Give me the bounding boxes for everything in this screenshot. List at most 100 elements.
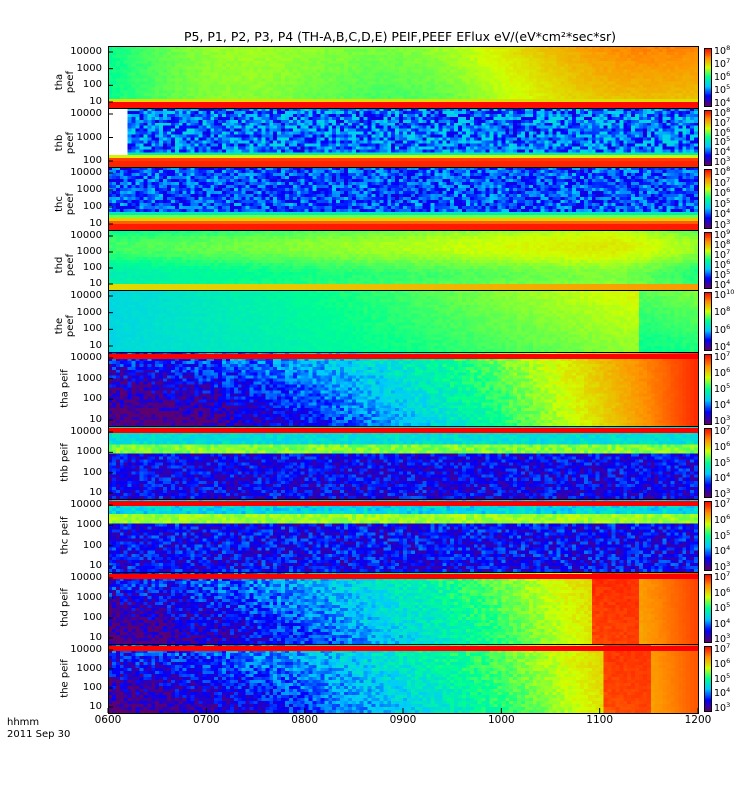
y-tick-label: 100 (82, 323, 102, 335)
y-tick-label: 10000 (70, 426, 102, 437)
colorbar-tick-label: 1010 (714, 288, 735, 301)
colorbar-tick-label: 104 (714, 686, 731, 700)
y-tick-label: 100 (82, 466, 102, 478)
colorbar-tick-label: 108 (714, 44, 731, 57)
colorbar-tick-label: 107 (714, 424, 731, 437)
y-tick-label: 100 (82, 682, 102, 693)
x-axis-date-label: 2011 Sep 30 (7, 729, 71, 740)
y-tick-label: 100 (82, 262, 102, 273)
colorbar-tick-label: 104 (714, 340, 731, 353)
y-tick-label: 10000 (70, 108, 102, 119)
colorbar (704, 501, 711, 570)
x-tick-label: 0900 (389, 714, 417, 726)
colorbar-tick-label: 103 (714, 560, 731, 573)
panel-frame (704, 646, 712, 712)
colorbar-tick-label: 103 (714, 155, 731, 168)
y-tick-label: 1000 (76, 446, 102, 458)
panel-frame (108, 572, 699, 645)
colorbar-tick-label: 106 (714, 70, 731, 83)
colorbar-tick-label: 106 (714, 366, 731, 379)
heatmap-panel (108, 352, 698, 426)
colorbar (704, 646, 711, 711)
heatmap-panel (108, 290, 698, 352)
y-tick-label: 10000 (70, 352, 102, 363)
colorbar (704, 110, 711, 165)
colorbar (704, 354, 711, 424)
colorbar-tick-label: 106 (714, 439, 731, 453)
colorbar-tick-label: 103 (714, 632, 731, 645)
quality-flag-bar (108, 354, 698, 359)
y-tick-label: 10 (89, 96, 102, 107)
panel-frame (108, 352, 699, 427)
colorbar-tick-label: 105 (714, 455, 731, 469)
panel-frame (108, 167, 699, 231)
colorbar (704, 232, 711, 288)
colorbar-tick-label: 104 (714, 471, 731, 485)
panel-frame (704, 110, 712, 166)
heatmap-panel (108, 572, 698, 644)
y-tick-label: 100 (82, 612, 102, 623)
colorbar-tick-label: 108 (714, 238, 731, 251)
colorbar-tick-label: 107 (714, 115, 731, 129)
heatmap-panel (108, 499, 698, 572)
panel-frame (704, 232, 712, 289)
colorbar-tick-label: 105 (714, 268, 731, 281)
x-axis-unit-label: hhmm (7, 717, 40, 728)
colorbar-tick-label: 108 (714, 305, 731, 319)
panel-frame (108, 499, 699, 573)
y-tick-label: 10 (89, 487, 102, 498)
x-tick-label: 1000 (487, 714, 515, 726)
colorbar (704, 292, 711, 350)
heatmap-panel (108, 426, 698, 499)
heatmap-panel (108, 644, 698, 713)
colorbar-tick-label: 107 (714, 57, 731, 70)
panel-frame (704, 574, 712, 643)
y-tick-label: 100 (82, 201, 102, 212)
colorbar-tick-label: 106 (714, 322, 731, 336)
panel-frame (704, 428, 712, 498)
colorbar-tick-label: 107 (714, 642, 731, 655)
y-tick-label: 10 (89, 632, 102, 643)
y-tick-label: 10 (89, 278, 102, 289)
colorbar-tick-label: 104 (714, 145, 731, 159)
x-tick-label: 0800 (291, 714, 319, 726)
y-tick-label: 10000 (70, 644, 102, 655)
panel-frame (704, 48, 712, 107)
colorbar-tick-label: 108 (714, 106, 731, 119)
y-tick-label: 10 (89, 701, 102, 712)
y-tick-label: 1000 (76, 131, 102, 143)
y-tick-label: 100 (82, 539, 102, 551)
colorbar-tick-label: 105 (714, 382, 731, 395)
y-tick-label: 10000 (70, 46, 102, 57)
colorbar-tick-label: 106 (714, 512, 731, 526)
y-tick-label: 10000 (70, 572, 102, 583)
y-tick-label: 10000 (70, 167, 102, 178)
colorbar-tick-label: 106 (714, 125, 731, 139)
y-tick-label: 10 (89, 218, 102, 229)
colorbar (704, 48, 711, 106)
colorbar-tick-label: 105 (714, 196, 731, 210)
y-tick-label: 1000 (76, 246, 102, 257)
x-tick-label: 1100 (586, 714, 614, 726)
y-tick-label: 10000 (70, 499, 102, 510)
panel-frame (108, 426, 699, 500)
colorbar-tick-label: 104 (714, 207, 731, 221)
y-tick-label: 100 (82, 79, 102, 91)
y-tick-label: 1000 (76, 519, 102, 531)
y-tick-label: 10000 (70, 290, 102, 301)
heatmap-panel (108, 46, 698, 108)
colorbar-tick-label: 106 (714, 656, 731, 670)
colorbar (704, 169, 711, 228)
x-tick-label: 0600 (94, 714, 122, 726)
heatmap-panel (108, 230, 698, 290)
colorbar-tick-label: 109 (714, 228, 731, 241)
panel-frame (108, 108, 699, 168)
panel-frame (704, 501, 712, 571)
y-tick-label: 1000 (76, 62, 102, 74)
colorbar-tick-label: 107 (714, 350, 731, 363)
colorbar-tick-label: 104 (714, 544, 731, 558)
y-tick-label: 100 (82, 393, 102, 405)
panel-frame (704, 354, 712, 425)
colorbar-tick-label: 105 (714, 528, 731, 542)
